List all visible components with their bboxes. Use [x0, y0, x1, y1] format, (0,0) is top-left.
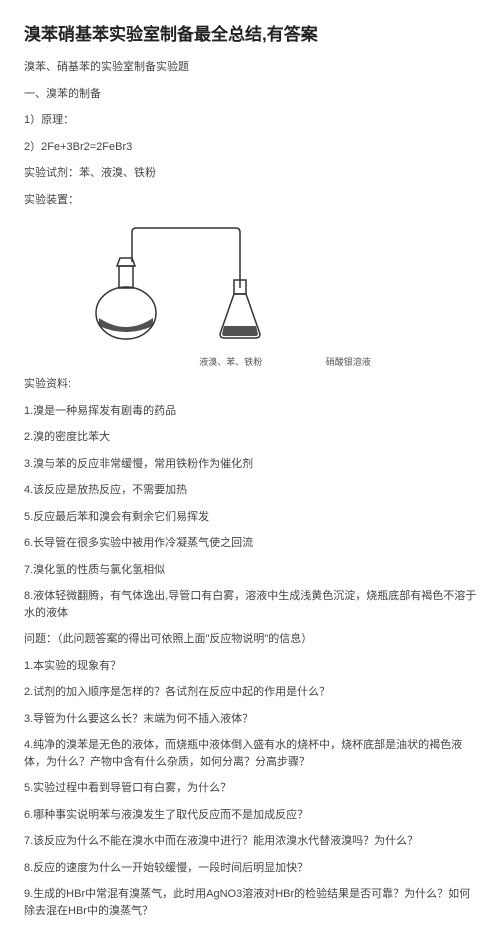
text-line: 8.液体轻微翻腾，有气体逸出,导管口有白雾，溶液中生成浅黄色沉淀，烧瓶底部有褐色… — [24, 588, 480, 621]
intro-block: 溴苯、硝基苯的实验室制备实验题 一、溴苯的制备 1）原理： 2）2Fe+3Br2… — [24, 59, 480, 208]
text-line: 1）原理： — [24, 112, 480, 129]
page-title: 溴苯硝基苯实验室制备最全总结,有答案 — [24, 20, 480, 45]
text-line: 2.溴的密度比苯大 — [24, 429, 480, 446]
text-line: 2）2Fe+3Br2=2FeBr3 — [24, 139, 480, 156]
text-line: 实验资料: — [24, 376, 480, 393]
text-line: 问题：（此问题答案的得出可依照上面"反应物说明"的信息） — [24, 631, 480, 648]
text-line: 一、溴苯的制备 — [24, 86, 480, 103]
text-line: 9.生成的HBr中常混有溴蒸气，此时用AgNO3溶液对HBr的检验结果是否可靠？… — [24, 886, 480, 919]
apparatus-svg — [24, 218, 324, 348]
text-line: 4.纯净的溴苯是无色的液体，而烧瓶中液体倒入盛有水的烧杯中，烧杯底部是油状的褐色… — [24, 737, 480, 770]
text-line: 1.本实验的现象有？ — [24, 658, 480, 675]
text-line: 2.试剂的加入顺序是怎样的？各试剂在反应中起的作用是什么？ — [24, 684, 480, 701]
text-line: 7.该反应为什么不能在溴水中而在液溴中进行？能用浓溴水代替液溴吗？为什么？ — [24, 833, 480, 850]
text-line: 3.溴与苯的反应非常缓慢，常用铁粉作为催化剂 — [24, 456, 480, 473]
text-line: 5.实验过程中看到导管口有白雾，为什么？ — [24, 780, 480, 797]
text-line: 6.哪种事实说明苯与液溴发生了取代反应而不是加成反应？ — [24, 807, 480, 824]
text-line: 7.溴化氢的性质与氯化氢相似 — [24, 562, 480, 579]
flask-left — [96, 258, 156, 339]
diagram-label-right: 硝酸银溶液 — [308, 355, 388, 368]
flask-right — [220, 280, 260, 338]
text-line: 实验试剂：苯、液溴、铁粉 — [24, 165, 480, 182]
apparatus-diagram: 液溴、苯、铁粉 硝酸银溶液 — [24, 218, 480, 368]
text-line: 溴苯、硝基苯的实验室制备实验题 — [24, 59, 480, 76]
text-line: 6.长导管在很多实验中被用作冷凝蒸气使之回流 — [24, 535, 480, 552]
text-line: 1.溴是一种易挥发有剧毒的药品 — [24, 403, 480, 420]
diagram-labels: 液溴、苯、铁粉 硝酸银溶液 — [24, 355, 480, 368]
text-line: 5.反应最后苯和溴会有剩余它们易挥发 — [24, 509, 480, 526]
diagram-label-left: 液溴、苯、铁粉 — [176, 355, 286, 368]
text-line: 实验装置： — [24, 192, 480, 209]
text-line: 4.该反应是放热反应，不需要加热 — [24, 482, 480, 499]
body-block: 实验资料: 1.溴是一种易挥发有剧毒的药品 2.溴的密度比苯大 3.溴与苯的反应… — [24, 376, 480, 919]
text-line: 8.反应的速度为什么一开始较缓慢，一段时间后明显加快？ — [24, 860, 480, 877]
delivery-tube — [132, 228, 240, 288]
